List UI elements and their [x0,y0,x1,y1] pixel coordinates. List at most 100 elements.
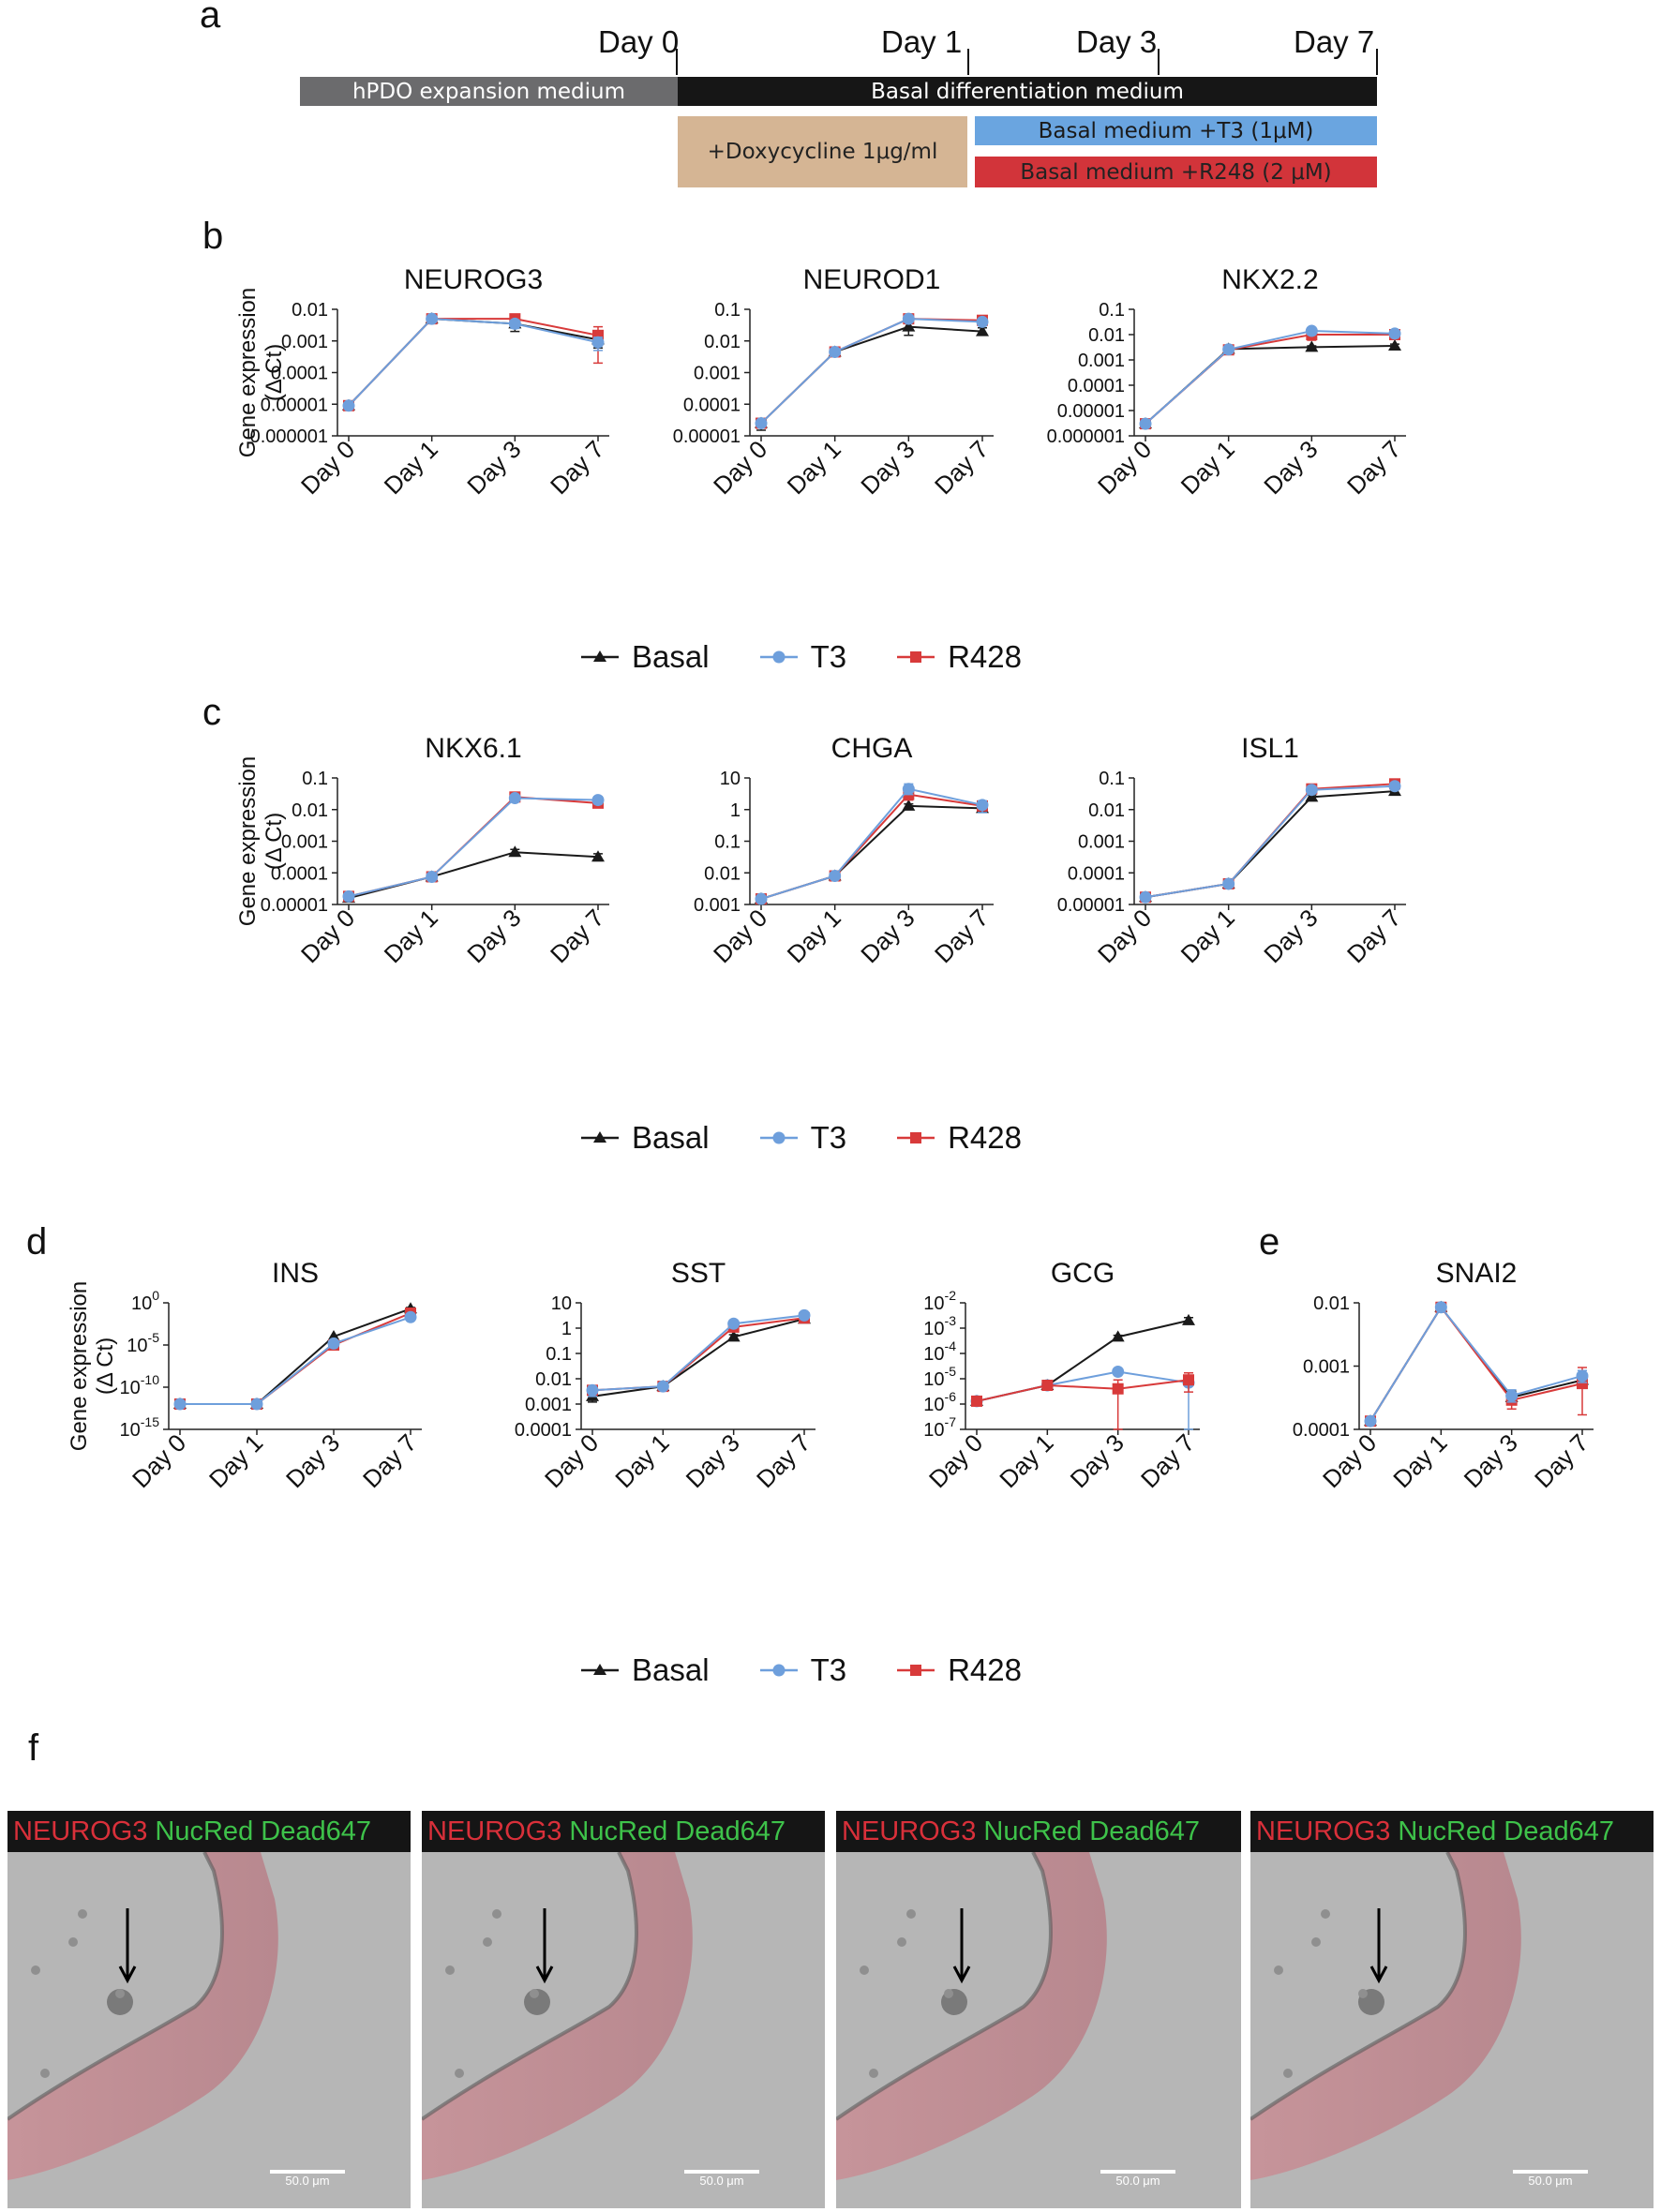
data-point [1222,343,1235,356]
debris-dot [455,2069,464,2078]
y-tick-label: 1 [561,1319,572,1339]
x-tick-label: Day 1 [203,1428,268,1493]
x-tick-label: Day 3 [1258,435,1323,500]
series-line [1145,330,1396,425]
series-Basal [1139,785,1401,903]
legend-symbol [772,1131,786,1144]
data-point [656,1380,669,1393]
data-point [1112,1365,1125,1378]
data-point [1305,790,1319,802]
data-point [902,312,915,325]
x-tick-label: Day 7 [929,904,994,968]
series-line [976,1379,1190,1402]
plot-ins: INS 10-15 10-10 10-5 100 Day 0 Day 1 Day 3 Day 7… [56,1247,450,1603]
y-tick-label: 0.0001 [515,1420,572,1441]
y-tick-label: 10 [720,769,741,789]
legend-marker-icon [897,1132,935,1143]
y-tick-label: 0.0001 [1068,376,1125,396]
y-tick-label: 0.00001 [673,426,741,447]
legend-symbol [593,650,606,662]
label-neurog3: NEUROG3 [13,1816,148,1846]
y-tick-label: 0.001 [1303,1357,1350,1378]
series-line [180,1312,412,1405]
scale-bar-label: 50.0 μm [285,2174,330,2188]
series-R428 [343,313,604,411]
label-nucred: NucRed Dead647 [1398,1816,1614,1846]
series-line [760,787,983,901]
chart-title: GCG [1051,1258,1115,1289]
x-tick-label: Day 1 [379,904,443,968]
series-line [976,1319,1190,1402]
panel-label-a: a [200,0,221,36]
data-point [1183,1374,1194,1386]
series-T3 [755,312,989,430]
data-point [586,1383,599,1397]
plot-nkx61: NKX6.1 0.00001 0.0001 0.001 0.01 0.1 Day 0 Day … [225,722,637,1078]
series-R428 [971,1372,1194,1430]
legend-item-Basal: Basal [579,1120,710,1156]
series-line [760,804,983,901]
data-point [327,1337,340,1350]
y-tick-label: 0.001 [525,1395,572,1415]
data-point [1576,1369,1589,1382]
debris-dot [492,1909,501,1919]
legend-marker-icon [759,1664,798,1677]
y-tick-label: 0.0001 [271,364,328,384]
debris-dot [1283,2069,1293,2078]
cell-cluster [107,1989,133,2015]
y-tick-label: 0.000001 [1047,426,1125,447]
legend-item-R428: R428 [895,1652,1022,1688]
y-tick-label: 0.0001 [1068,863,1125,884]
series-line [1369,1306,1583,1422]
x-tick-label: Day 3 [461,435,526,500]
debris-dot [869,2069,878,2078]
scale-bar-label: 50.0 μm [699,2174,744,2188]
series-line [1145,785,1396,899]
y-tick-label: 0.1 [302,769,328,789]
legend-symbol [910,1665,922,1676]
data-point [755,417,768,430]
series-Basal [755,320,989,431]
panel-label-f: f [28,1727,39,1769]
legend-marker-icon [581,1664,619,1675]
y-tick-label: 0.001 [1078,351,1125,371]
chart-svg-NEUROG3: NEUROG3 0.000001 0.00001 0.0001 0.001 0.01 Day… [235,264,609,500]
series-line [348,796,599,898]
series-R428 [756,788,988,905]
data-point [902,799,916,811]
y-tick-label: 0.001 [694,895,741,916]
data-point [173,1397,187,1411]
series-R428 [1140,329,1400,430]
debris-dot [897,1937,906,1947]
y-tick-label: 0.01 [704,332,741,352]
y-tick-label: 10-4 [923,1338,956,1365]
micrograph-image [7,1851,278,2180]
x-tick-label: Day 7 [545,435,609,500]
y-tick-label: 10-6 [923,1389,956,1415]
series-Basal [342,312,605,411]
y-tick-label: 0.01 [292,300,328,321]
legend-d: Basal T3 R428 [579,1652,1070,1688]
arrow-icon [952,1908,971,1984]
scale-bar: 50.0 μm [1100,2168,1175,2188]
panel-label-e: e [1259,1221,1280,1263]
chart-title: NKX2.2 [1221,264,1318,295]
legend-b: Basal T3 R428 [579,639,1070,675]
legend-c: Basal T3 R428 [579,1120,1070,1156]
organoid-tissue [836,1852,1107,2180]
series-R428 [343,791,604,903]
data-point [1139,890,1152,904]
series-Basal [173,1302,417,1409]
micrograph-image [422,1851,693,2180]
series-T3 [1139,324,1401,430]
legend-marker-icon [759,650,798,664]
debris-dot [68,1937,78,1947]
organoid-tissue [1250,1852,1521,2180]
data-point [798,1308,811,1322]
data-point [902,783,915,796]
y-tick-label: 0.001 [1078,832,1125,853]
series-Basal [1364,1300,1589,1427]
label-nucred: NucRed Dead647 [983,1816,1200,1846]
